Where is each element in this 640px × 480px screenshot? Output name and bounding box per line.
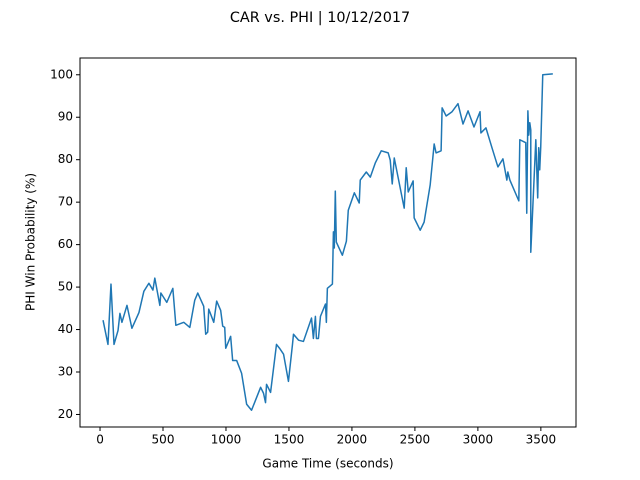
y-tick-label: 70 (58, 195, 73, 209)
x-tick-label: 1000 (211, 433, 242, 447)
x-tick-label: 3500 (526, 433, 557, 447)
y-tick-label: 30 (58, 365, 73, 379)
x-axis-label: Game Time (seconds) (262, 457, 393, 471)
x-tick-label: 2000 (337, 433, 368, 447)
y-tick-label: 90 (58, 110, 73, 124)
plot-frame (79, 57, 577, 428)
y-tick-label: 50 (58, 280, 73, 294)
y-axis-label: PHI Win Probability (%) (24, 173, 38, 311)
x-tick-label: 500 (152, 433, 175, 447)
y-tick-label: 20 (58, 407, 73, 421)
line-series (102, 73, 553, 411)
y-tick-label: 100 (50, 67, 73, 81)
y-tick-label: 40 (58, 322, 73, 336)
chart-title: CAR vs. PHI | 10/12/2017 (230, 10, 410, 26)
y-tick-label: 80 (58, 152, 73, 166)
x-tick-label: 0 (96, 433, 104, 447)
y-tick-label: 60 (58, 237, 73, 251)
x-tick-label: 2500 (400, 433, 431, 447)
x-tick-label: 1500 (274, 433, 305, 447)
x-tick-label: 3000 (463, 433, 494, 447)
